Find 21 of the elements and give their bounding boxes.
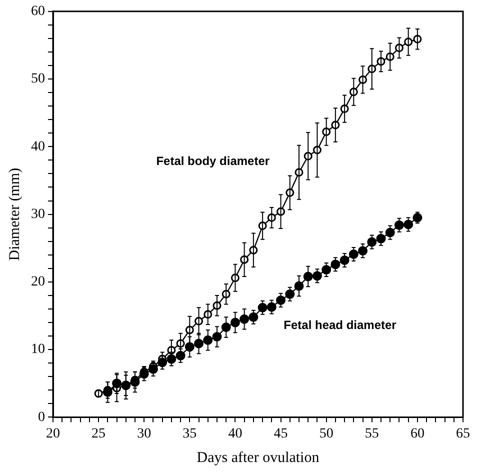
x-tick-label: 60 <box>410 426 424 442</box>
x-axis-title: Days after ovulation <box>196 450 320 466</box>
x-tick-label: 55 <box>364 426 379 442</box>
annotation: Fetal body diameter <box>156 154 270 168</box>
y-tick-label: 30 <box>31 206 45 222</box>
x-tick-label: 35 <box>182 426 197 442</box>
x-tick-label: 30 <box>137 426 152 442</box>
x-tick-label: 40 <box>228 426 242 442</box>
y-tick-label: 40 <box>31 139 45 154</box>
annotation: Fetal head diameter <box>284 318 397 332</box>
y-tick-label: 50 <box>31 72 45 87</box>
x-tick-label: 50 <box>319 426 334 442</box>
x-tick-label: 45 <box>274 426 288 442</box>
x-tick-label: 65 <box>456 426 470 442</box>
y-axis-title: Diameter (mm) <box>6 168 23 261</box>
y-tick-label: 60 <box>31 4 45 20</box>
y-tick-label: 10 <box>31 342 45 358</box>
y-tick-label: 20 <box>31 274 45 290</box>
x-tick-label: 25 <box>92 426 106 442</box>
y-tick-label: 0 <box>38 410 45 425</box>
x-tick-label: 20 <box>46 426 60 442</box>
